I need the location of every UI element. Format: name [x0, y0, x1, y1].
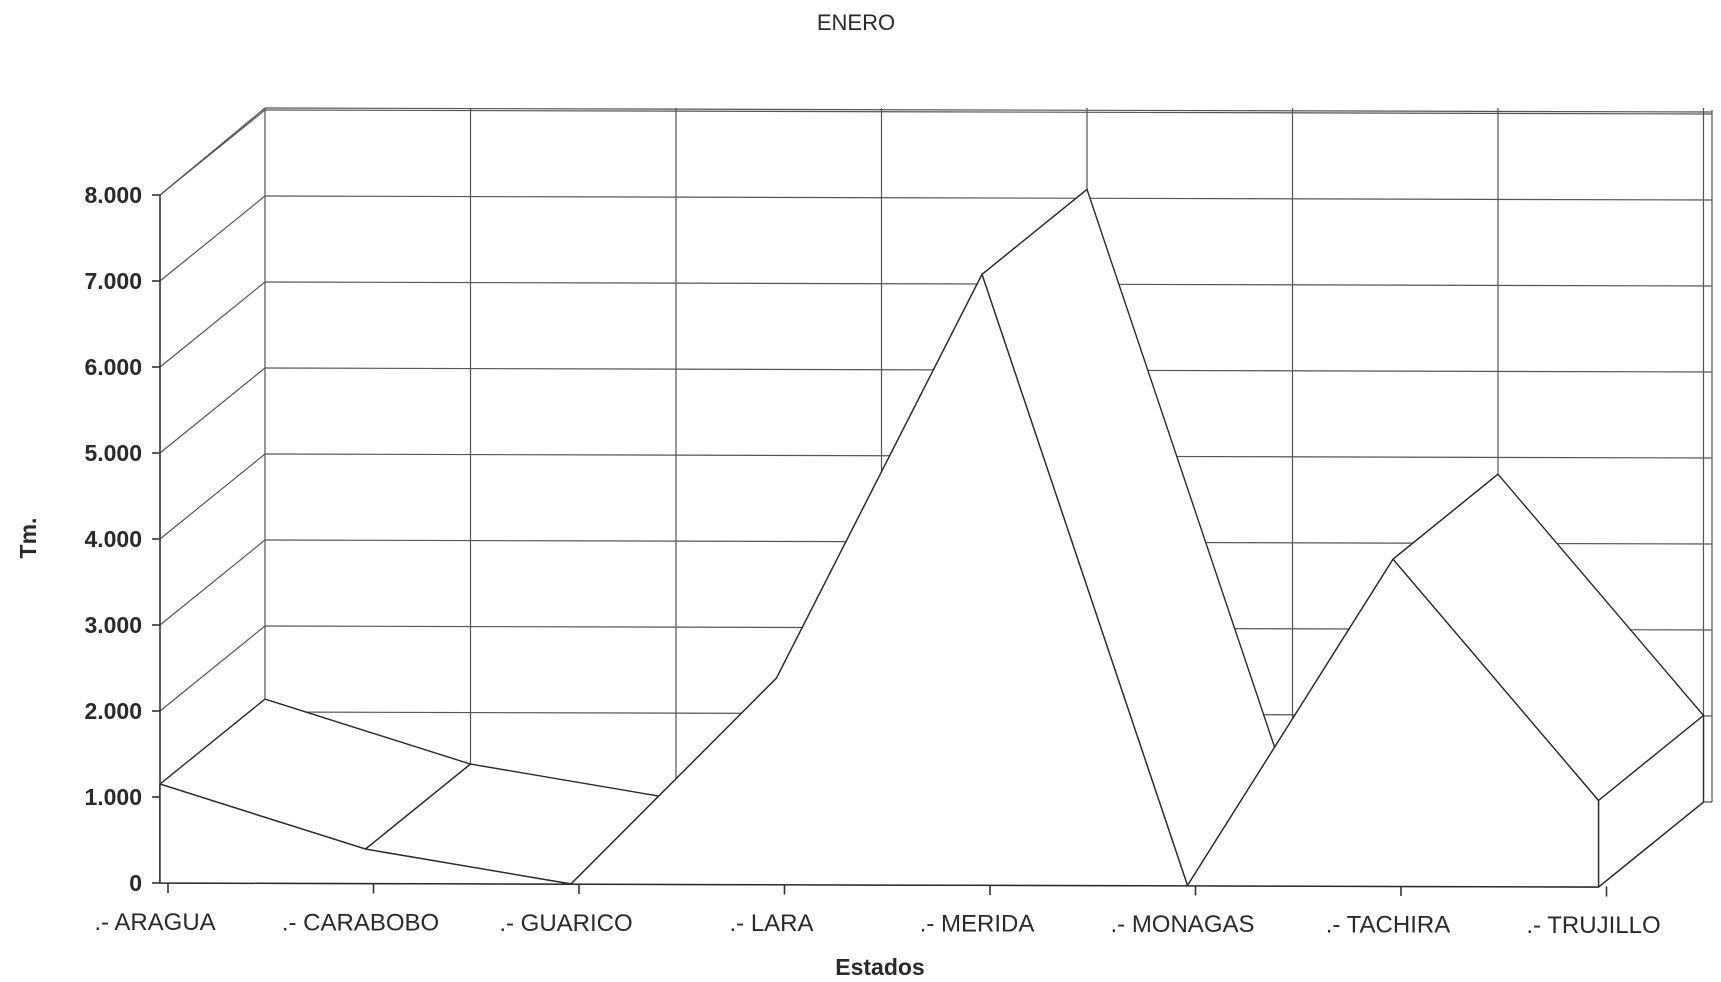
x-category-label: .- ARAGUA: [94, 909, 215, 936]
wall-gridline: [159, 195, 266, 282]
x-axis-label: Estados: [835, 954, 924, 980]
y-tick-label: 0: [129, 870, 142, 896]
wall-gridline: [159, 539, 266, 626]
y-tick-label: 3.000: [84, 612, 142, 638]
x-category-label: .- GUARICO: [499, 910, 632, 937]
y-tick-label: 7.000: [84, 268, 142, 294]
back-top-edge: [264, 107, 1713, 113]
y-tick-label: 4.000: [84, 526, 142, 552]
wall-gridline: [159, 625, 266, 712]
wall-top-edge: [159, 107, 266, 196]
chart-title: ENERO: [817, 10, 895, 35]
x-category-label: .- TRUJILLO: [1526, 912, 1660, 939]
y-tick-label: 5.000: [84, 440, 142, 466]
back-gridline: [264, 195, 1713, 201]
x-category-label: .- MONAGAS: [1110, 911, 1254, 938]
y-axis-label: Tm.: [15, 518, 41, 559]
y-tick-label: 6.000: [84, 354, 142, 380]
x-category-label: .- TACHIRA: [1326, 911, 1450, 938]
ribbon-layer: [159, 188, 1705, 888]
tick-layer: 0 1.000 2.000 3.000 4.000 5.000 6.000 7.000 8.00…: [84, 182, 142, 896]
x-category-label: .- LARA: [729, 910, 813, 937]
ribbon-front-face: [159, 273, 1600, 888]
wall-gridline: [159, 367, 266, 454]
y-tick-label: 2.000: [84, 698, 142, 724]
y-tick-label: 8.000: [84, 182, 142, 208]
x-category-label: .- MERIDA: [920, 911, 1035, 938]
category-label-layer: .- ARAGUA .- CARABOBO .- GUARICO .- LARA .- …: [94, 909, 1660, 939]
wall-gridline: [159, 453, 266, 540]
x-category-label: .- CARABOBO: [282, 909, 439, 936]
y-tick-label: 1.000: [84, 784, 142, 810]
wall-gridline: [159, 281, 266, 368]
back-gridline: [264, 109, 1713, 115]
